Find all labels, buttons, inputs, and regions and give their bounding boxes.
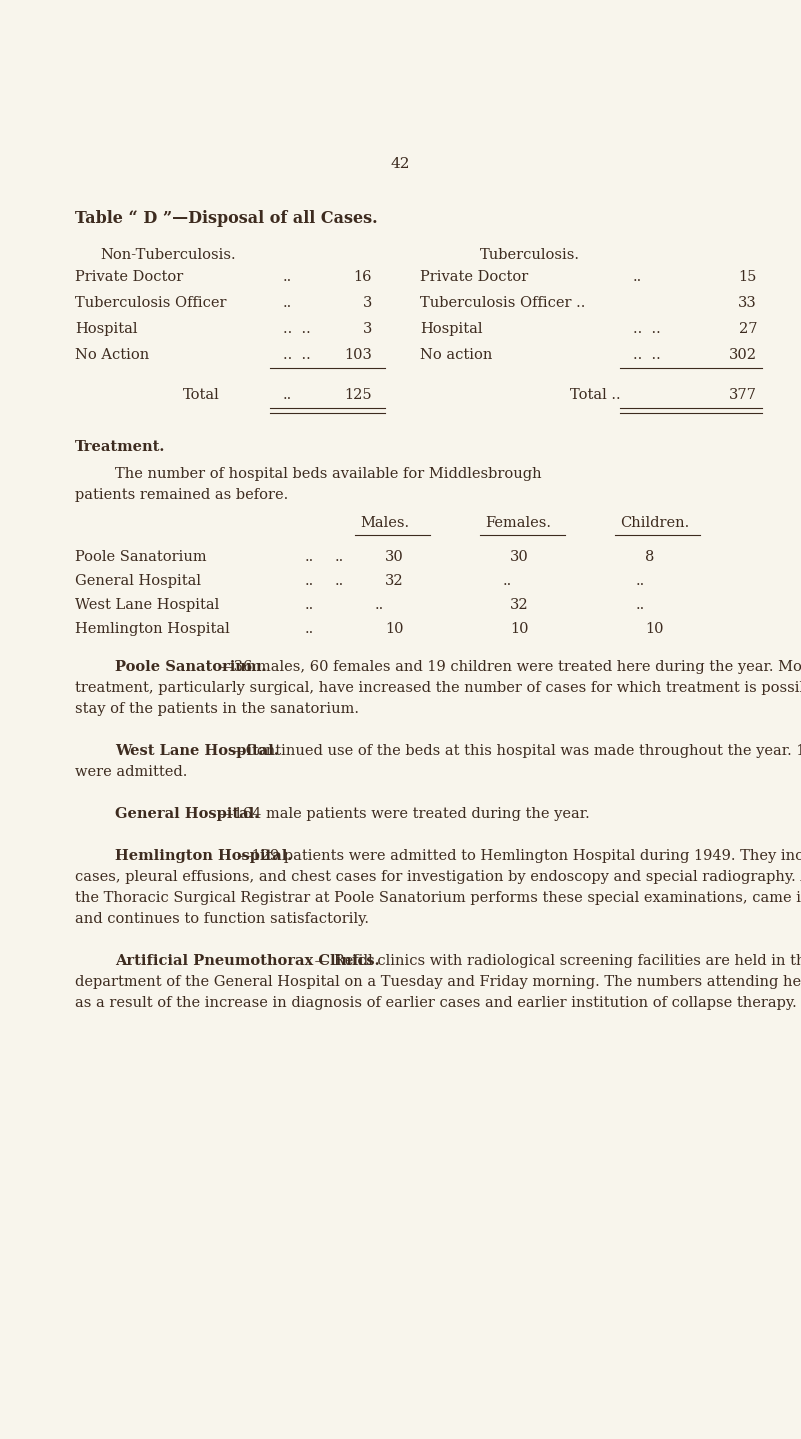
Text: ..: .. (335, 550, 344, 564)
Text: ..  ..: .. .. (633, 322, 661, 335)
Text: cases, pleural effusions, and chest cases for investigation by endoscopy and spe: cases, pleural effusions, and chest case… (75, 871, 801, 884)
Text: General Hospital: General Hospital (75, 574, 201, 589)
Text: General Hospital.: General Hospital. (115, 807, 260, 822)
Text: —Continued use of the beds at this hospital was made throughout the year. 161 fe: —Continued use of the beds at this hospi… (231, 744, 801, 758)
Text: Males.: Males. (360, 517, 409, 530)
Text: —129 patients were admitted to Hemlington Hospital during 1949. They included ob: —129 patients were admitted to Hemlingto… (237, 849, 801, 863)
Text: —164 male patients were treated during the year.: —164 male patients were treated during t… (219, 807, 590, 822)
Text: 377: 377 (729, 389, 757, 401)
Text: Hospital: Hospital (75, 322, 138, 335)
Text: ..  ..: .. .. (283, 322, 311, 335)
Text: 10: 10 (645, 622, 663, 636)
Text: 27: 27 (739, 322, 757, 335)
Text: Children.: Children. (620, 517, 689, 530)
Text: treatment, particularly surgical, have increased the number of cases for which t: treatment, particularly surgical, have i… (75, 681, 801, 695)
Text: Hemlington Hospital: Hemlington Hospital (75, 622, 230, 636)
Text: No action: No action (420, 348, 493, 363)
Text: Hemlington Hospital.: Hemlington Hospital. (115, 849, 292, 863)
Text: 15: 15 (739, 271, 757, 283)
Text: 16: 16 (353, 271, 372, 283)
Text: Table “ D ”—Disposal of all Cases.: Table “ D ”—Disposal of all Cases. (75, 210, 377, 227)
Text: 302: 302 (729, 348, 757, 363)
Text: 10: 10 (385, 622, 404, 636)
Text: ..  ..: .. .. (283, 348, 311, 363)
Text: 33: 33 (739, 296, 757, 309)
Text: ..: .. (305, 574, 314, 589)
Text: Poole Sanatorium.: Poole Sanatorium. (115, 661, 267, 673)
Text: 10: 10 (510, 622, 529, 636)
Text: Total: Total (183, 389, 219, 401)
Text: ..  ..: .. .. (633, 348, 661, 363)
Text: ..: .. (305, 599, 314, 612)
Text: Tuberculosis Officer: Tuberculosis Officer (75, 296, 227, 309)
Text: ..: .. (305, 622, 314, 636)
Text: ..: .. (375, 599, 384, 612)
Text: 125: 125 (344, 389, 372, 401)
Text: — Refill clinics with radiological screening facilities are held in the out-pati: — Refill clinics with radiological scree… (310, 954, 801, 968)
Text: ..: .. (636, 574, 646, 589)
Text: ..: .. (283, 271, 292, 283)
Text: —36 males, 60 females and 19 children were treated here during the year. Modern : —36 males, 60 females and 19 children we… (219, 661, 801, 673)
Text: ..: .. (335, 574, 344, 589)
Text: 30: 30 (510, 550, 529, 564)
Text: West Lane Hospital: West Lane Hospital (75, 599, 219, 612)
Text: Private Doctor: Private Doctor (75, 271, 183, 283)
Text: 3: 3 (363, 322, 372, 335)
Text: as a result of the increase in diagnosis of earlier cases and earlier institutio: as a result of the increase in diagnosis… (75, 996, 797, 1010)
Text: Females.: Females. (485, 517, 551, 530)
Text: No Action: No Action (75, 348, 149, 363)
Text: patients remained as before.: patients remained as before. (75, 488, 288, 502)
Text: Hospital: Hospital (420, 322, 482, 335)
Text: the Thoracic Surgical Registrar at Poole Sanatorium performs these special exami: the Thoracic Surgical Registrar at Poole… (75, 891, 801, 905)
Text: ..: .. (636, 599, 646, 612)
Text: Private Doctor: Private Doctor (420, 271, 528, 283)
Text: Tuberculosis Officer ..: Tuberculosis Officer .. (420, 296, 586, 309)
Text: and continues to function satisfactorily.: and continues to function satisfactorily… (75, 912, 369, 927)
Text: Poole Sanatorium: Poole Sanatorium (75, 550, 207, 564)
Text: West Lane Hospital.: West Lane Hospital. (115, 744, 279, 758)
Text: 42: 42 (391, 157, 410, 171)
Text: Artificial Pneumothorax Clinics.: Artificial Pneumothorax Clinics. (115, 954, 380, 968)
Text: stay of the patients in the sanatorium.: stay of the patients in the sanatorium. (75, 702, 359, 717)
Text: Total ..: Total .. (570, 389, 621, 401)
Text: 8: 8 (645, 550, 654, 564)
Text: were admitted.: were admitted. (75, 766, 187, 778)
Text: Treatment.: Treatment. (75, 440, 165, 453)
Text: 30: 30 (385, 550, 404, 564)
Text: ..: .. (503, 574, 513, 589)
Text: Non-Tuberculosis.: Non-Tuberculosis. (100, 248, 235, 262)
Text: ..: .. (633, 271, 642, 283)
Text: Tuberculosis.: Tuberculosis. (480, 248, 580, 262)
Text: department of the General Hospital on a Tuesday and Friday morning. The numbers : department of the General Hospital on a … (75, 976, 801, 989)
Text: 32: 32 (510, 599, 529, 612)
Text: ..: .. (283, 389, 292, 401)
Text: ..: .. (305, 550, 314, 564)
Text: The number of hospital beds available for Middlesbrough: The number of hospital beds available fo… (115, 468, 541, 481)
Text: 3: 3 (363, 296, 372, 309)
Text: ..: .. (283, 296, 292, 309)
Text: 103: 103 (344, 348, 372, 363)
Text: 32: 32 (385, 574, 404, 589)
